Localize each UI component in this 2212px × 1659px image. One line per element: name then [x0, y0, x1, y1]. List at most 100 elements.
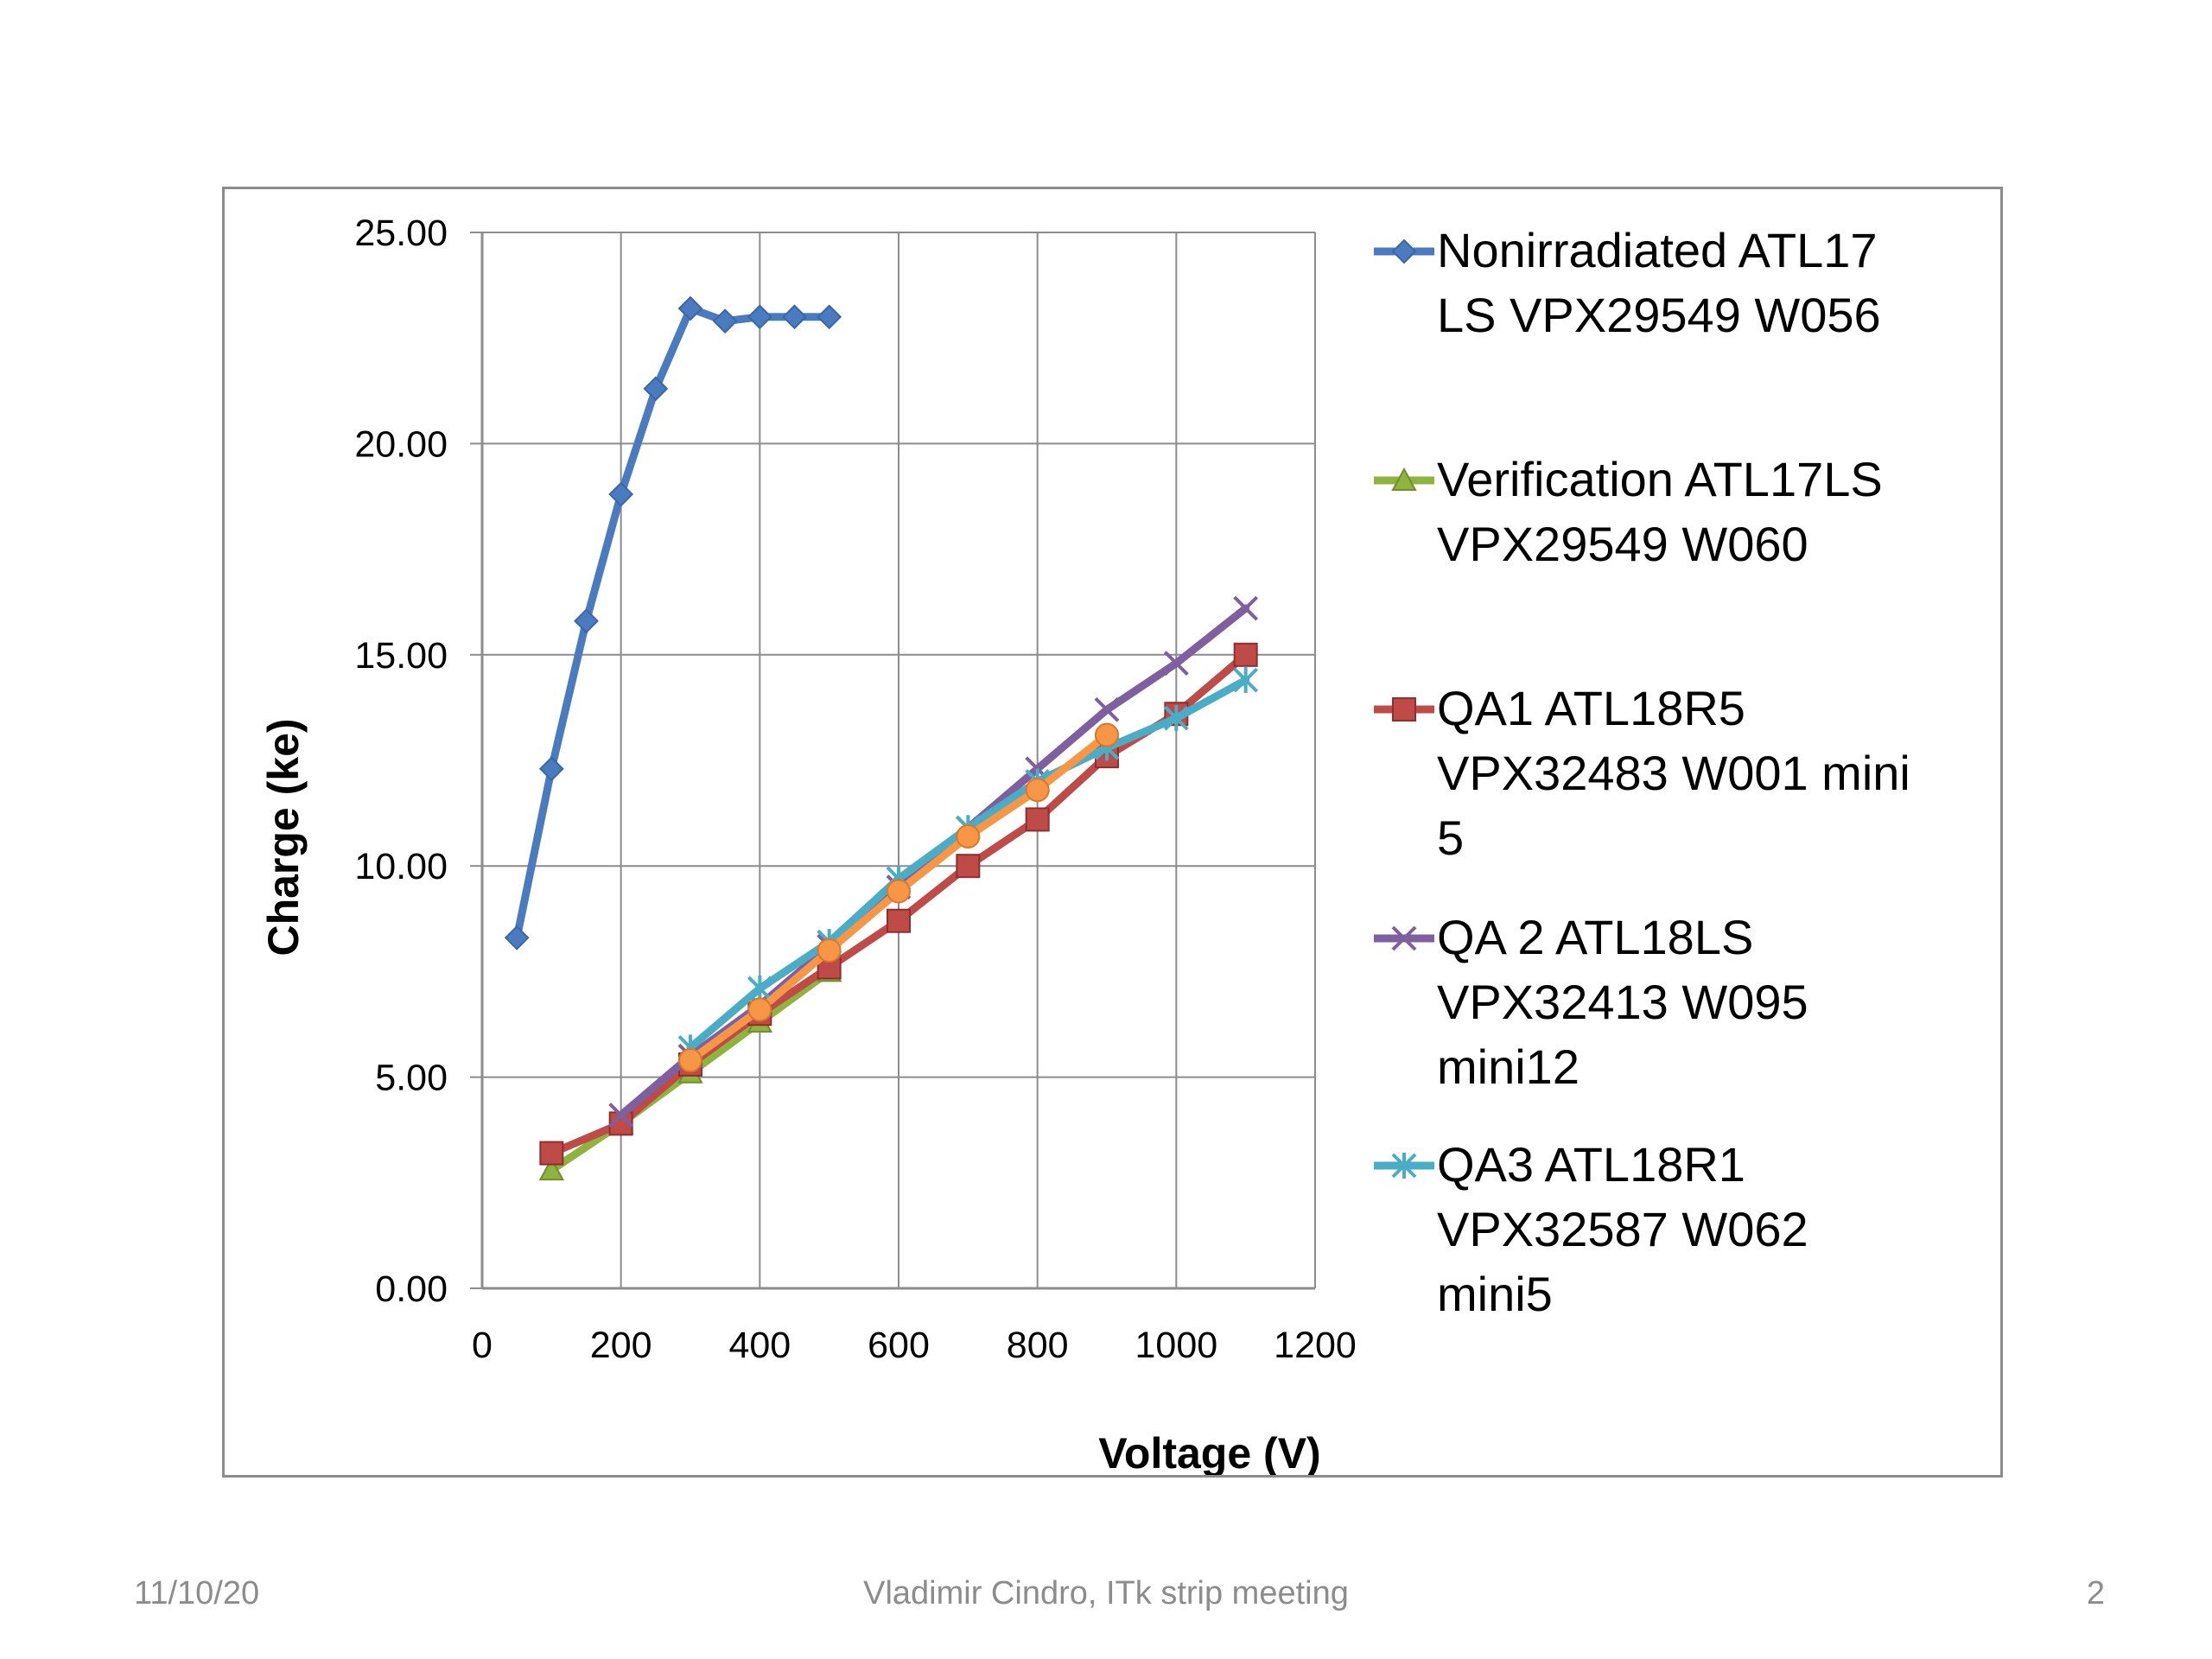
- data-point: [817, 938, 842, 963]
- triangle-marker: [538, 1157, 565, 1181]
- data-point: [678, 1048, 702, 1073]
- legend: Nonirradiated ATL17 LS VPX29549 W056 Verif…: [1374, 223, 1910, 1321]
- legend-marker: [1391, 1153, 1417, 1179]
- diamond-marker: [677, 296, 703, 321]
- legend-label: VPX29549 W060: [1437, 517, 1808, 571]
- legend-marker: [1391, 238, 1417, 264]
- diamond-marker: [643, 376, 669, 402]
- data-point: [504, 925, 530, 950]
- diamond-marker: [1391, 238, 1417, 264]
- star-marker: [1391, 1153, 1417, 1179]
- diamond-marker: [608, 481, 634, 507]
- legend-label: 5: [1437, 810, 1464, 865]
- data-point: [677, 296, 703, 321]
- data-point: [1233, 667, 1259, 694]
- y-tick-label: 25.00: [354, 213, 448, 254]
- data-point: [712, 308, 738, 334]
- legend-marker: [1391, 925, 1417, 951]
- legend-label: QA 2 ATL18LS: [1437, 910, 1753, 964]
- y-tick-label: 10.00: [354, 846, 448, 887]
- diamond-marker: [574, 608, 599, 634]
- diamond-marker: [538, 756, 564, 782]
- legend-label: Nonirradiated ATL17: [1437, 223, 1878, 277]
- x-tick-label: 1200: [1274, 1325, 1357, 1366]
- series-1: [504, 296, 842, 950]
- data-point: [782, 304, 807, 330]
- x-marker: [608, 1103, 634, 1128]
- series-group: [504, 296, 1259, 1181]
- data-point: [747, 304, 772, 330]
- y-tick-label: 15.00: [354, 635, 448, 677]
- data-point: [956, 854, 981, 879]
- circle-marker: [747, 997, 772, 1022]
- data-point: [1233, 642, 1258, 667]
- data-point: [887, 879, 911, 904]
- circle-marker: [678, 1048, 702, 1073]
- circle-marker: [956, 823, 981, 849]
- line-chart: 0 200 400 600 800 1000 1200 0.00 5.00 10.00 15.00 2…: [259, 213, 1910, 1475]
- circle-marker: [1025, 778, 1050, 803]
- data-point: [956, 823, 981, 849]
- data-point: [817, 304, 842, 330]
- x-axis-title: Voltage (V): [1098, 1429, 1320, 1475]
- data-point: [608, 1103, 634, 1128]
- axes: 0 200 400 600 800 1000 1200 0.00 5.00 10.00 15.00 2…: [354, 213, 1356, 1366]
- data-point: [643, 376, 669, 402]
- x-tick-label: 1000: [1135, 1325, 1217, 1366]
- y-axis-title: Charge (ke): [259, 718, 308, 956]
- square-marker: [539, 1141, 564, 1166]
- legend-entry-1: Nonirradiated ATL17 LS VPX29549 W056: [1374, 223, 1881, 342]
- series-line: [512, 304, 834, 942]
- data-point: [1095, 722, 1119, 747]
- y-tick-label: 0.00: [375, 1268, 448, 1310]
- data-point: [538, 756, 564, 782]
- legend-label: VPX32413 W095: [1437, 975, 1808, 1029]
- legend-marker: [1392, 697, 1416, 721]
- legend-label: QA1 ATL18R5: [1437, 681, 1745, 735]
- data-point: [747, 975, 772, 1001]
- x-marker: [1094, 696, 1120, 722]
- legend-entry-5: QA3 ATL18R1 VPX32587 W062 mini5: [1374, 1137, 1808, 1321]
- star-marker: [1233, 667, 1259, 694]
- diamond-marker: [747, 304, 772, 330]
- grid: [481, 232, 1316, 1289]
- legend-label: QA3 ATL18R1: [1437, 1137, 1745, 1192]
- data-point: [539, 1141, 564, 1166]
- legend-entry-4: QA 2 ATL18LS VPX32413 W095 mini12: [1374, 910, 1808, 1094]
- y-tick-label: 5.00: [375, 1058, 448, 1099]
- circle-marker: [817, 938, 842, 963]
- circle-marker: [1095, 722, 1119, 747]
- data-point: [1025, 807, 1050, 832]
- data-point: [1025, 778, 1050, 803]
- data-point: [608, 481, 634, 507]
- data-point: [538, 1157, 565, 1181]
- square-marker: [887, 908, 911, 933]
- square-marker: [1025, 807, 1050, 832]
- star-marker: [1163, 705, 1189, 732]
- page-number: 2: [2086, 1575, 2105, 1611]
- legend-label: VPX32587 W062: [1437, 1202, 1808, 1256]
- triangle-marker: [1391, 467, 1417, 491]
- series-6: [678, 722, 1119, 1073]
- legend-label: mini12: [1437, 1039, 1580, 1094]
- footer-title: Vladimir Cindro, ITk strip meeting: [863, 1575, 1349, 1611]
- legend-entry-2: Verification ATL17LS VPX29549 W060: [1374, 452, 1883, 571]
- chart-frame: 0 200 400 600 800 1000 1200 0.00 5.00 10.00 15.00 2…: [222, 187, 2003, 1478]
- square-marker: [1233, 642, 1258, 667]
- data-point: [747, 997, 772, 1022]
- circle-marker: [887, 879, 911, 904]
- legend-label: VPX32483 W001 mini: [1437, 746, 1910, 800]
- x-marker: [1163, 651, 1189, 676]
- y-tick-label: 20.00: [354, 423, 448, 465]
- data-point: [1094, 696, 1120, 722]
- legend-label: mini5: [1437, 1267, 1553, 1321]
- x-tick-label: 0: [472, 1325, 493, 1366]
- legend-entry-3: QA1 ATL18R5 VPX32483 W001 mini 5: [1374, 681, 1910, 865]
- star-marker: [747, 975, 772, 1001]
- x-marker: [1233, 595, 1259, 621]
- data-point: [1163, 705, 1189, 732]
- footer-date: 11/10/20: [134, 1575, 260, 1611]
- square-marker: [1392, 697, 1416, 721]
- legend-marker: [1391, 467, 1417, 491]
- legend-label: LS VPX29549 W056: [1437, 288, 1881, 342]
